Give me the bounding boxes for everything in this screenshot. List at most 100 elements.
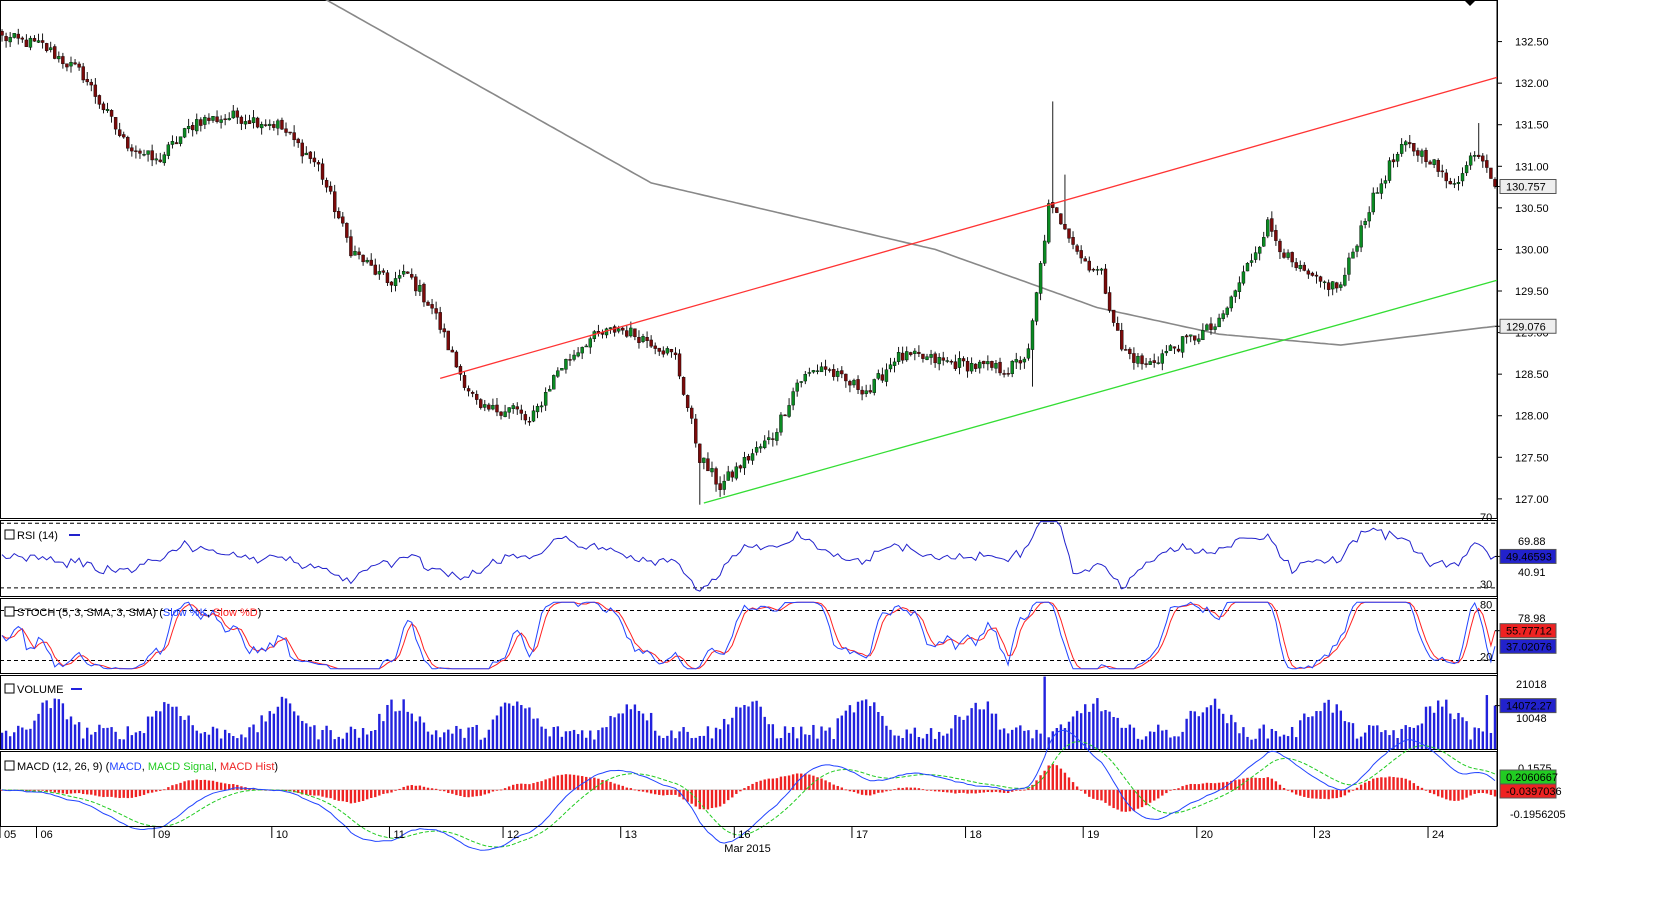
- macd-hist-bar: [593, 777, 596, 790]
- macd-hist-bar: [1408, 780, 1411, 790]
- volume-axis-label: 21018: [1516, 679, 1547, 691]
- candle-body: [264, 124, 268, 126]
- macd-hist-bar: [353, 789, 357, 803]
- macd-hist-bar: [942, 789, 945, 793]
- rsi-close-box: [4, 529, 15, 540]
- macd-hist-bar: [1197, 784, 1201, 790]
- volume-bar: [483, 737, 487, 749]
- macd-hist-bar: [1152, 789, 1156, 801]
- volume-bar: [29, 728, 32, 749]
- macd-hist-bar: [649, 789, 653, 794]
- macd-hist-bar: [897, 787, 900, 790]
- macd-hist-bar: [820, 778, 823, 790]
- candle-body: [1034, 292, 1039, 322]
- macd-hist-bar: [674, 789, 677, 795]
- stoch-k-current-label: 37.02076: [1506, 641, 1552, 653]
- macd-hist-bar: [747, 786, 750, 790]
- macd-hist-bar: [301, 789, 304, 795]
- volume-bar: [179, 716, 182, 749]
- macd-hist-bar: [1396, 777, 1399, 790]
- volume-bar: [682, 727, 685, 749]
- volume-bar: [901, 738, 904, 749]
- macd-hist-bar: [1436, 789, 1440, 797]
- macd-hist-bar: [1449, 789, 1452, 801]
- volume-bar: [61, 703, 65, 749]
- macd-hist-bar: [1161, 789, 1164, 796]
- candle-body: [1257, 246, 1262, 254]
- volume-bar: [309, 726, 312, 749]
- macd-hist-bar: [605, 780, 608, 790]
- candle-body: [685, 395, 690, 409]
- volume-bar: [658, 735, 661, 749]
- candle-body: [746, 456, 751, 461]
- volume-bar: [1132, 727, 1136, 749]
- volume-bar: [1104, 710, 1107, 749]
- macd-hist-bar: [1039, 775, 1042, 790]
- macd-hist-bar: [686, 789, 689, 802]
- volume-bar: [86, 727, 89, 749]
- candle-body: [422, 283, 426, 303]
- candle-body: [527, 421, 532, 423]
- candle-body: [61, 56, 65, 65]
- macd-hist-bar: [653, 789, 657, 795]
- macd-hist-bar: [1250, 777, 1253, 790]
- volume-bar: [905, 729, 908, 749]
- macd-hist-bar: [1140, 789, 1144, 808]
- volume-bar: [1339, 710, 1343, 749]
- candle-body: [418, 285, 422, 292]
- panel-border-main: [0, 0, 1498, 519]
- candle-body: [710, 468, 714, 473]
- macd-title: MACD (12, 26, 9) (MACD, MACD Signal, MAC…: [17, 761, 278, 773]
- candle-body: [730, 471, 734, 478]
- volume-bar: [881, 715, 884, 749]
- volume-bar: [1315, 711, 1318, 749]
- macd-hist-bar: [658, 789, 661, 795]
- macd-hist-bar: [528, 784, 531, 790]
- macd-hist-bar: [191, 780, 194, 790]
- volume-bar: [256, 732, 259, 749]
- volume-bar: [1108, 711, 1111, 749]
- volume-bar: [560, 736, 564, 749]
- macd-hist-bar: [159, 789, 162, 791]
- macd-hist-bar: [349, 789, 353, 804]
- candle-body: [819, 366, 824, 373]
- macd-hist-bar: [1205, 782, 1209, 790]
- macd-hist-bar: [33, 789, 36, 791]
- candle-body: [1193, 335, 1197, 341]
- macd-hist-bar: [1112, 789, 1115, 809]
- macd-hist-bar: [589, 777, 592, 790]
- macd-hist-bar: [495, 789, 499, 791]
- volume-bar: [848, 705, 852, 749]
- volume-bar: [1234, 722, 1237, 749]
- macd-hist-bar: [1368, 780, 1371, 790]
- volume-bar: [597, 730, 600, 749]
- macd-hist-bar: [621, 785, 624, 790]
- candle-body: [1416, 150, 1420, 156]
- volume-bar: [759, 706, 762, 749]
- volume-bar: [735, 706, 738, 749]
- candle-body: [831, 369, 836, 377]
- macd-hist-bar: [90, 789, 93, 795]
- macd-hist-bar: [889, 789, 892, 791]
- macd-hist-bar: [710, 789, 714, 809]
- macd-hist-bar: [779, 776, 783, 790]
- macd-hist-current-label: -0.0397036: [1506, 786, 1562, 798]
- macd-hist-bar: [909, 787, 912, 790]
- macd-hist-bar: [1465, 789, 1468, 798]
- macd-hist-bar: [305, 789, 308, 795]
- candle-body: [994, 363, 998, 369]
- candle-body: [1217, 317, 1221, 328]
- macd-hist-bar: [1274, 781, 1278, 790]
- price-axis-label: 130.50: [1515, 203, 1549, 215]
- volume-bar: [134, 732, 138, 749]
- macd-hist-bar: [1404, 778, 1407, 790]
- candle-body: [1018, 360, 1023, 364]
- macd-hist-bar: [824, 780, 827, 790]
- volume-bar: [248, 727, 251, 749]
- candle-body: [1330, 281, 1335, 290]
- candle-body: [1156, 362, 1160, 364]
- macd-hist-bar: [37, 789, 40, 791]
- volume-bar: [1278, 736, 1282, 749]
- macd-hist-bar: [1136, 789, 1140, 809]
- volume-bar: [820, 726, 823, 749]
